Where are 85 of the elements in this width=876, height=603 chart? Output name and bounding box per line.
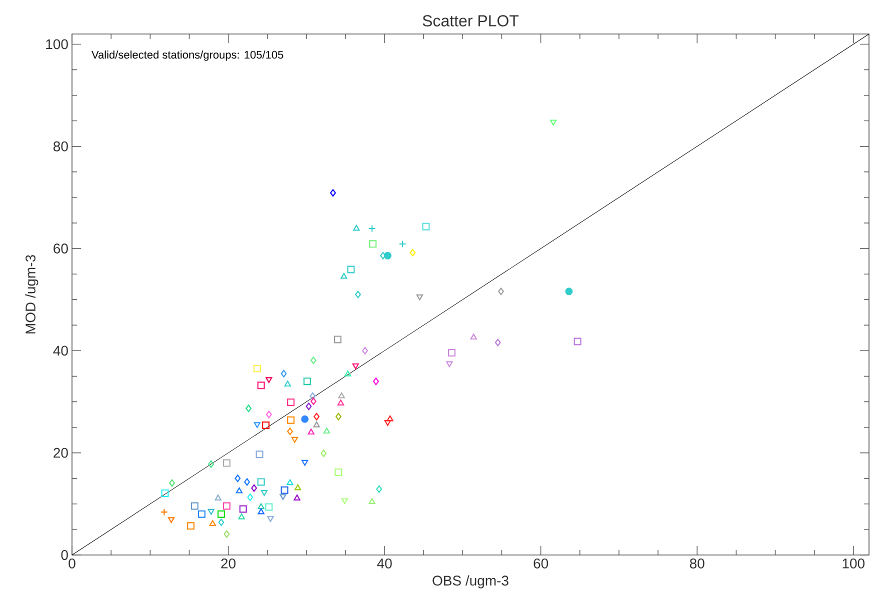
point (286, 479, 294, 486)
point (244, 478, 250, 486)
point (169, 479, 175, 487)
point (280, 486, 288, 494)
point (214, 494, 222, 500)
y-tick-label: 40 (53, 346, 68, 356)
point (336, 412, 342, 420)
point (344, 370, 352, 376)
x-tick-label: 100 (842, 558, 865, 568)
x-tick-label: 0 (68, 558, 76, 568)
point (247, 494, 254, 502)
x-tick-label: 40 (377, 558, 392, 568)
point (320, 450, 327, 458)
y-tick-label: 60 (54, 244, 68, 254)
point (369, 240, 377, 248)
point (280, 370, 287, 378)
point (236, 487, 243, 494)
point (341, 498, 348, 504)
point (373, 378, 379, 386)
point (224, 530, 230, 538)
annotation: Valid/selected stations/groups: 105/105 (92, 50, 284, 61)
point (222, 459, 230, 467)
point (266, 377, 272, 384)
point (287, 398, 295, 406)
chart-title: Scatter PLOT (422, 15, 519, 26)
point (239, 505, 247, 513)
x-tick-label: 60 (534, 558, 548, 568)
point (218, 518, 224, 526)
point (338, 392, 345, 398)
point (353, 224, 360, 231)
point (234, 474, 241, 482)
point (410, 248, 416, 256)
x-axis-title: OBS /ugm-3 (432, 575, 508, 588)
point (310, 356, 316, 364)
point (337, 400, 344, 406)
point (310, 398, 316, 406)
point (284, 380, 291, 387)
point (258, 508, 264, 514)
point (550, 120, 557, 126)
point (253, 364, 261, 372)
point (352, 363, 359, 370)
point (258, 503, 264, 510)
point (301, 415, 309, 423)
point (494, 338, 501, 346)
point (198, 510, 206, 518)
point (330, 189, 336, 197)
point (251, 484, 258, 492)
point (238, 513, 245, 520)
point (446, 361, 453, 368)
point (222, 502, 230, 510)
point (294, 494, 300, 500)
point (416, 294, 424, 300)
y-tick-label: 100 (46, 39, 68, 50)
point (323, 428, 330, 434)
point (368, 498, 376, 504)
point (208, 508, 214, 515)
point (254, 422, 261, 428)
point (246, 404, 252, 412)
point (217, 510, 225, 518)
point (384, 252, 392, 260)
point (161, 489, 169, 497)
point (355, 290, 361, 298)
point (565, 288, 573, 296)
point (306, 402, 312, 410)
point (208, 460, 214, 468)
point (266, 410, 272, 418)
x-tick-label: 20 (221, 558, 236, 568)
point (574, 338, 582, 346)
point (422, 222, 430, 230)
x-tick-label: 80 (690, 558, 704, 568)
point (280, 494, 286, 500)
point (340, 272, 348, 279)
point (384, 420, 391, 426)
y-axis-title: MOD /ugm-3 (25, 255, 38, 334)
y-tick-label: 20 (54, 448, 68, 458)
point (303, 378, 311, 386)
point (376, 485, 382, 493)
point (302, 460, 308, 466)
y-tick-label: 0 (61, 550, 68, 560)
y-tick-label: 80 (54, 141, 68, 152)
point (267, 516, 274, 522)
point (308, 428, 314, 435)
point (294, 484, 302, 490)
point (265, 503, 273, 511)
point (262, 422, 270, 430)
